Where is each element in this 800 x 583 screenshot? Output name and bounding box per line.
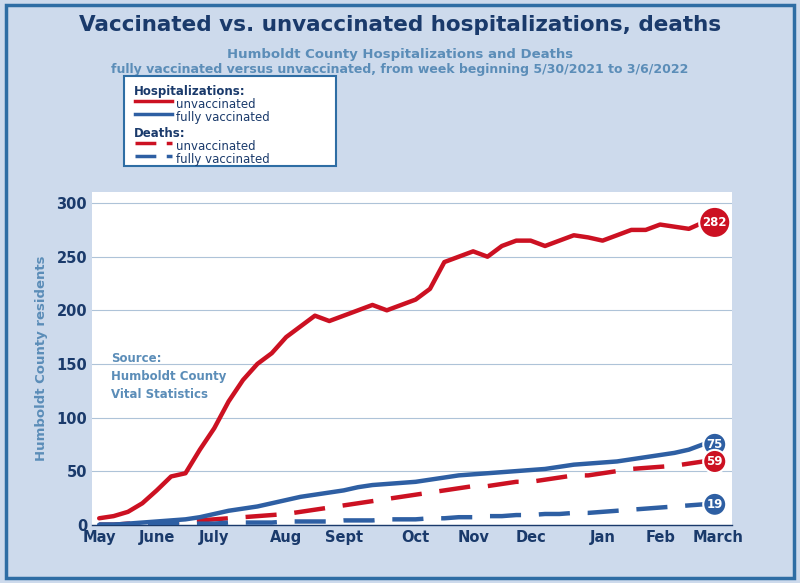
Text: fully vaccinated: fully vaccinated — [176, 153, 270, 166]
Text: Deaths:: Deaths: — [134, 128, 186, 141]
Text: unvaccinated: unvaccinated — [176, 141, 256, 153]
Text: Source:
Humboldt County
Vital Statistics: Source: Humboldt County Vital Statistics — [111, 352, 226, 401]
Text: 19: 19 — [706, 498, 723, 511]
Text: Humboldt County Hospitalizations and Deaths: Humboldt County Hospitalizations and Dea… — [227, 48, 573, 61]
Text: fully vaccinated: fully vaccinated — [176, 111, 270, 124]
Text: 282: 282 — [702, 216, 727, 229]
Text: fully vaccinated versus unvaccinated, from week beginning 5/30/2021 to 3/6/2022: fully vaccinated versus unvaccinated, fr… — [111, 63, 689, 76]
Text: 75: 75 — [706, 438, 723, 451]
Text: Hospitalizations:: Hospitalizations: — [134, 85, 246, 98]
Y-axis label: Humboldt County residents: Humboldt County residents — [35, 256, 48, 461]
Text: 59: 59 — [706, 455, 723, 468]
Text: Vaccinated vs. unvaccinated hospitalizations, deaths: Vaccinated vs. unvaccinated hospitalizat… — [79, 15, 721, 34]
Text: unvaccinated: unvaccinated — [176, 98, 256, 111]
